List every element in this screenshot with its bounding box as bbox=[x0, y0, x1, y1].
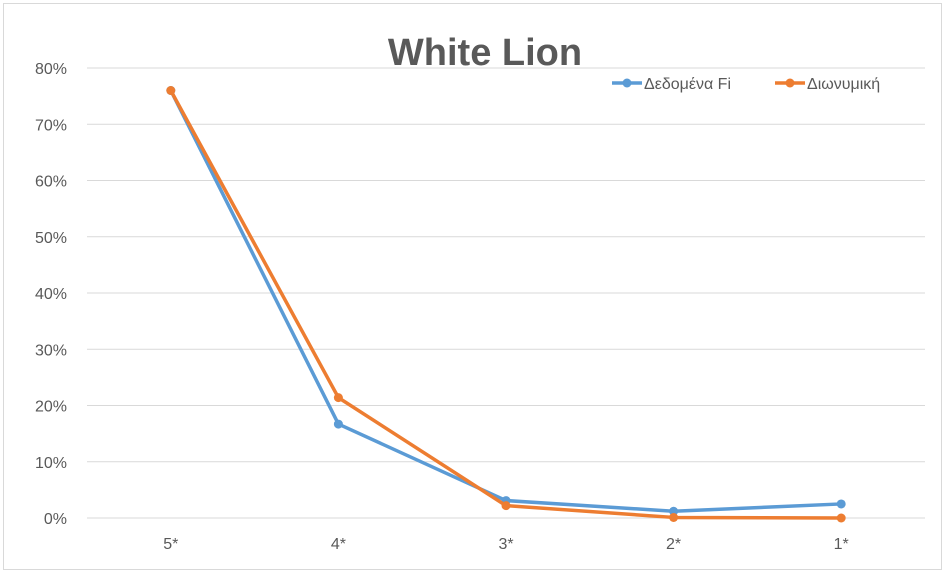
y-tick-label: 70% bbox=[35, 117, 67, 134]
data-point bbox=[501, 501, 511, 511]
legend-item: Διωνυμική bbox=[775, 76, 880, 93]
x-tick-label: 5* bbox=[163, 536, 178, 553]
x-tick-label: 2* bbox=[666, 536, 681, 553]
chart-title: White Lion bbox=[388, 32, 582, 74]
legend-marker bbox=[622, 78, 632, 88]
x-axis-ticks: 5* 4* 3* 2* 1* bbox=[163, 536, 849, 553]
legend: Δεδομένα Fi Διωνυμική bbox=[612, 76, 880, 93]
series-line bbox=[169, 88, 843, 513]
data-point bbox=[166, 86, 176, 95]
y-tick-label: 60% bbox=[35, 174, 67, 191]
data-point bbox=[836, 513, 846, 523]
series-line bbox=[169, 88, 843, 520]
x-tick-label: 1* bbox=[834, 536, 849, 553]
data-point bbox=[333, 393, 343, 403]
y-axis-ticks: 0% 10% 20% 30% 40% 50% 60% 70% 80% bbox=[35, 61, 67, 528]
legend-marker bbox=[785, 78, 795, 88]
gridlines bbox=[87, 67, 925, 519]
series-1 bbox=[166, 86, 846, 516]
y-tick-label: 0% bbox=[44, 511, 67, 528]
series-lines bbox=[166, 86, 846, 523]
y-tick-label: 20% bbox=[35, 399, 67, 416]
y-tick-label: 10% bbox=[35, 455, 67, 472]
x-tick-label: 4* bbox=[331, 536, 346, 553]
y-tick-label: 80% bbox=[35, 61, 67, 78]
data-point bbox=[333, 419, 343, 429]
y-tick-label: 50% bbox=[35, 230, 67, 247]
legend-label: Δεδομένα Fi bbox=[644, 76, 731, 93]
y-tick-label: 30% bbox=[35, 342, 67, 359]
data-point bbox=[836, 499, 846, 509]
legend-label: Διωνυμική bbox=[807, 76, 880, 93]
data-point bbox=[669, 506, 679, 516]
legend-item: Δεδομένα Fi bbox=[612, 76, 731, 93]
x-tick-label: 3* bbox=[498, 536, 513, 553]
data-point bbox=[669, 512, 679, 522]
series-2 bbox=[166, 86, 846, 523]
y-tick-label: 40% bbox=[35, 286, 67, 303]
chart-frame bbox=[3, 3, 942, 570]
